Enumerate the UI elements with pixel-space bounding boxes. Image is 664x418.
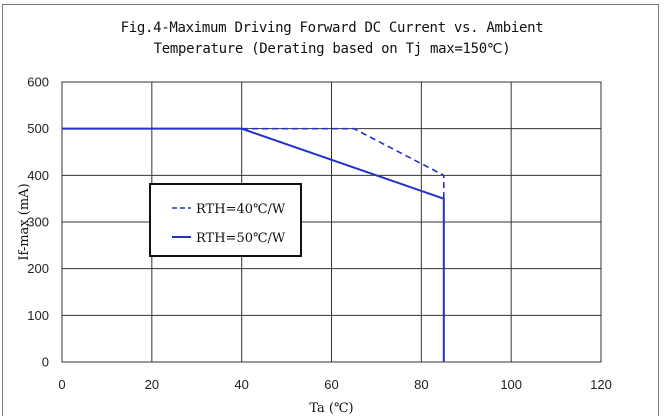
x-tick-label: 60 [324,377,338,392]
grid [61,81,602,363]
legend: RTH=40℃/W RTH=50℃/W [149,183,302,257]
x-tick-label: 120 [590,377,612,392]
x-axis-label: Ta (℃) [309,401,353,416]
x-tick-label: 80 [414,377,428,392]
x-tick-label: 20 [145,377,159,392]
x-tick-label: 100 [500,377,522,392]
legend-label-1: RTH=40℃/W [196,202,286,217]
legend-label-2: RTH=50℃/W [196,231,286,246]
y-tick-label: 100 [27,308,49,323]
y-tick-label: 500 [27,121,49,136]
x-tick-label: 40 [234,377,248,392]
chart-subtitle: Temperature (Derating based on Tj max=15… [153,41,511,57]
y-tick-label: 0 [42,355,49,370]
y-tick-label: 300 [27,215,49,230]
y-tick-label: 200 [27,261,49,276]
tick-labels: 0 20 40 60 80 100 120 0 100 200 300 400 500 600 [27,75,612,393]
legend-box [149,183,302,257]
chart-title: Fig.4-Maximum Driving Forward DC Current… [120,20,544,36]
chart-frame [2,4,659,416]
y-tick-label: 600 [27,75,49,90]
y-axis-label: If-max (mA) [17,183,32,260]
series-line-2 [62,127,445,362]
series-lines [62,127,445,362]
x-tick-label: 0 [58,377,65,392]
y-tick-label: 400 [27,168,49,183]
plot-area-border [61,81,602,363]
